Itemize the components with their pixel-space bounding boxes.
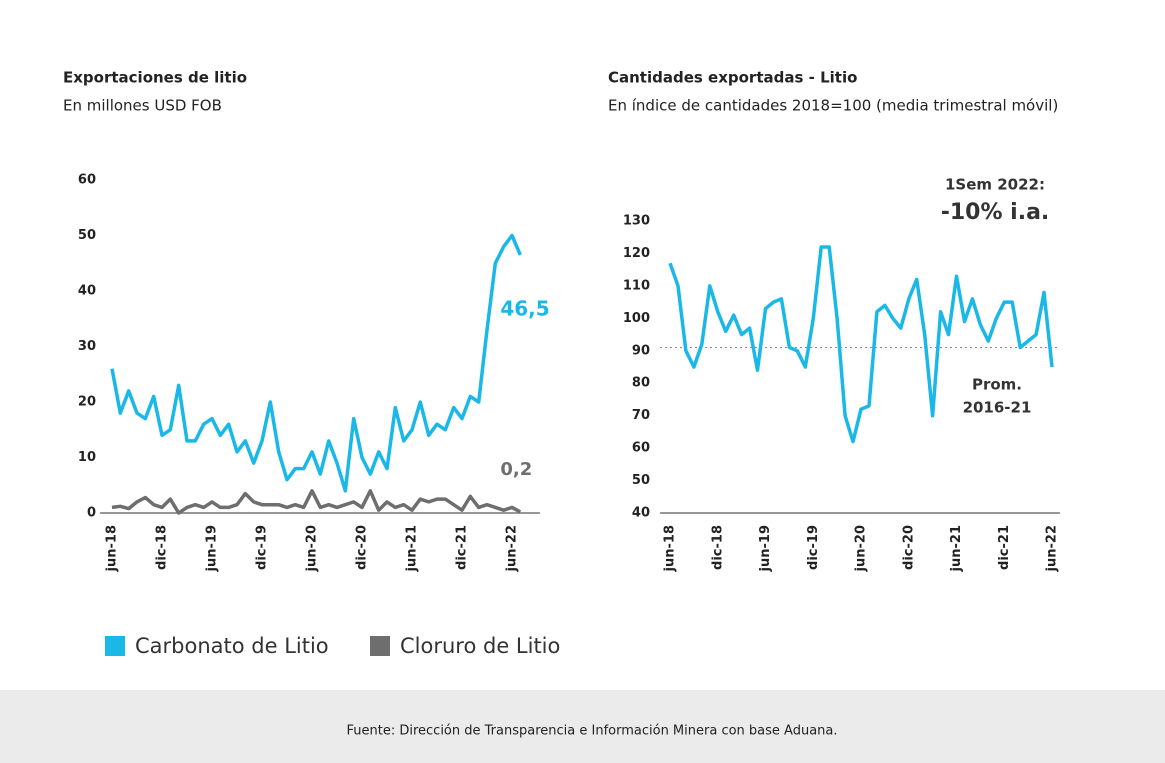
x-tick-label: jun-21 — [949, 525, 964, 572]
legend-label: Cloruro de Litio — [400, 634, 560, 658]
y-tick-label: 120 — [623, 246, 650, 261]
x-tick-label: jun-22 — [505, 525, 520, 572]
y-tick-label: 20 — [78, 395, 96, 410]
y-tick-label: 50 — [78, 228, 96, 243]
line — [668, 245, 1054, 444]
y-tick-label: 100 — [623, 311, 650, 326]
value-label: 0,2 — [500, 459, 532, 480]
y-tick-label: 90 — [632, 343, 650, 358]
x-tick-label: dic-18 — [155, 525, 170, 570]
x-tick-label: dic-19 — [806, 525, 821, 570]
legend-label: Carbonato de Litio — [135, 634, 329, 658]
x-tick-label: dic-21 — [997, 525, 1012, 570]
x-tick-label: dic-18 — [710, 525, 725, 570]
line — [111, 489, 522, 515]
y-tick-label: 30 — [78, 339, 96, 354]
value-label: 46,5 — [500, 296, 549, 320]
y-tick-label: 130 — [623, 214, 650, 229]
x-tick-label: jun-19 — [205, 525, 220, 572]
chart-title: Exportaciones de litio — [63, 69, 247, 87]
x-tick-label: dic-20 — [901, 525, 916, 570]
chart-subtitle: En índice de cantidades 2018=100 (media … — [608, 97, 1058, 115]
x-tick-label: dic-20 — [355, 525, 370, 570]
reference-label: Prom. — [972, 376, 1022, 394]
x-tick-label: jun-20 — [854, 525, 869, 572]
y-tick-label: 80 — [632, 376, 650, 391]
y-tick-label: 60 — [78, 173, 96, 188]
x-tick-label: jun-22 — [1045, 525, 1060, 572]
chart-subtitle: En millones USD FOB — [63, 97, 222, 115]
y-tick-label: 60 — [632, 441, 650, 456]
source: Fuente: Dirección de Transparencia e Inf… — [347, 724, 838, 739]
x-tick-label: dic-21 — [455, 525, 470, 570]
x-tick-label: jun-18 — [663, 525, 678, 572]
reference-label: 2016-21 — [963, 399, 1032, 417]
x-tick-label: jun-18 — [105, 525, 120, 572]
y-tick-label: 110 — [623, 278, 650, 293]
y-tick-label: 50 — [632, 473, 650, 488]
x-tick-label: dic-19 — [255, 525, 270, 570]
y-tick-label: 40 — [78, 284, 96, 299]
annotation: -10% i.a. — [941, 200, 1050, 225]
x-tick-label: jun-19 — [758, 525, 773, 572]
x-tick-label: jun-21 — [405, 525, 420, 572]
y-tick-label: 0 — [87, 506, 96, 521]
y-tick-label: 10 — [78, 450, 96, 465]
legend-swatch — [370, 636, 390, 656]
y-tick-label: 40 — [632, 506, 650, 521]
footer-band — [0, 690, 1165, 763]
chart-title: Cantidades exportadas - Litio — [608, 69, 857, 87]
annotation: 1Sem 2022: — [945, 176, 1045, 194]
legend-swatch — [105, 636, 125, 656]
y-tick-label: 70 — [632, 408, 650, 423]
x-tick-label: jun-20 — [305, 525, 320, 572]
line — [110, 233, 522, 493]
